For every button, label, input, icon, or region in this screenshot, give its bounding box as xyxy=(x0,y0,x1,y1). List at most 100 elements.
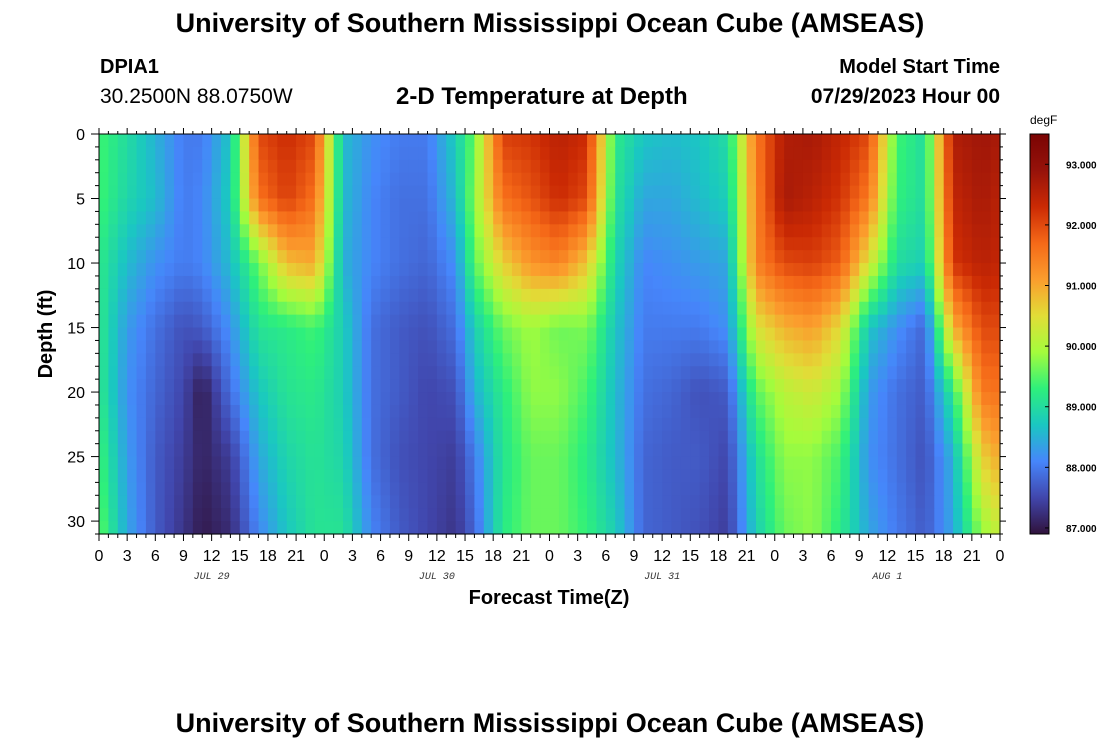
heatmap-cell xyxy=(831,495,842,509)
heatmap-cell xyxy=(183,469,194,483)
heatmap-cell xyxy=(784,508,795,522)
heatmap-cell xyxy=(136,379,147,393)
heatmap-cell xyxy=(108,159,119,174)
heatmap-cell xyxy=(821,495,832,509)
heatmap-cell xyxy=(249,263,260,277)
heatmap-cell xyxy=(108,366,119,380)
heatmap-cell xyxy=(831,456,842,471)
heatmap-cell xyxy=(887,314,898,329)
heatmap-cell xyxy=(174,392,185,406)
heatmap-cell xyxy=(352,430,363,445)
heatmap-cell xyxy=(436,275,447,290)
heatmap-cell xyxy=(718,263,729,277)
heatmap-cell xyxy=(746,146,757,161)
heatmap-cell xyxy=(286,392,297,406)
heatmap-cell xyxy=(558,495,569,509)
heatmap-cell xyxy=(624,198,635,213)
heatmap-cell xyxy=(277,314,288,329)
heatmap-cell xyxy=(427,327,438,342)
heatmap-cell xyxy=(990,159,1001,174)
day-label: JUL 29 xyxy=(194,572,230,583)
heatmap-cell xyxy=(502,443,513,458)
heatmap-cell xyxy=(605,469,616,483)
heatmap-cell xyxy=(737,469,748,483)
heatmap-cell xyxy=(183,482,194,496)
heatmap-cell xyxy=(690,495,701,509)
heatmap-cell xyxy=(183,275,194,290)
heatmap-cell xyxy=(127,250,138,264)
heatmap-cell xyxy=(709,172,720,187)
heatmap-cell xyxy=(258,288,269,303)
heatmap-cell xyxy=(680,237,691,251)
heatmap-cell xyxy=(587,159,598,174)
heatmap-cell xyxy=(183,456,194,471)
heatmap-cell xyxy=(953,456,964,471)
heatmap-cell xyxy=(737,211,748,225)
heatmap-cell xyxy=(953,469,964,483)
heatmap-cell xyxy=(314,134,325,148)
heatmap-cell xyxy=(840,495,851,509)
heatmap-cell xyxy=(408,392,419,406)
heatmap-cell xyxy=(127,172,138,187)
heatmap-cell xyxy=(596,521,607,535)
heatmap-cell xyxy=(296,495,307,509)
heatmap-cell xyxy=(493,224,504,238)
heatmap-cell xyxy=(868,159,879,174)
heatmap-cell xyxy=(277,237,288,251)
heatmap-cell xyxy=(765,495,776,509)
heatmap-cell xyxy=(371,185,382,200)
heatmap-cell xyxy=(755,430,766,445)
heatmap-cell xyxy=(483,314,494,329)
heatmap-cell xyxy=(380,198,391,213)
heatmap-cell xyxy=(333,521,344,535)
heatmap-cell xyxy=(680,288,691,303)
heatmap-cell xyxy=(755,237,766,251)
heatmap-cell xyxy=(343,250,354,264)
heatmap-cell xyxy=(831,404,842,419)
heatmap-cell xyxy=(859,288,870,303)
heatmap-cell xyxy=(211,275,222,290)
heatmap-cell xyxy=(249,211,260,225)
heatmap-cell xyxy=(296,172,307,187)
heatmap-cell xyxy=(202,379,213,393)
heatmap-cell xyxy=(427,172,438,187)
heatmap-cell xyxy=(587,275,598,290)
heatmap-cell xyxy=(915,366,926,380)
heatmap-cell xyxy=(371,211,382,225)
heatmap-cell xyxy=(896,314,907,329)
heatmap-cell xyxy=(249,482,260,496)
heatmap-cell xyxy=(286,301,297,316)
heatmap-cell xyxy=(174,482,185,496)
heatmap-cell xyxy=(277,301,288,316)
heatmap-cell xyxy=(502,159,513,174)
heatmap-cell xyxy=(305,366,316,380)
heatmap-cell xyxy=(239,263,250,277)
heatmap-cell xyxy=(230,211,241,225)
heatmap-cell xyxy=(493,443,504,458)
heatmap-cell xyxy=(680,404,691,419)
heatmap-cell xyxy=(493,327,504,342)
heatmap-cell xyxy=(802,456,813,471)
heatmap-cell xyxy=(540,456,551,471)
heatmap-cell xyxy=(793,263,804,277)
heatmap-cell xyxy=(455,417,466,432)
heatmap-cell xyxy=(568,185,579,200)
heatmap-cell xyxy=(568,417,579,432)
heatmap-cell xyxy=(971,250,982,264)
heatmap-cell xyxy=(802,392,813,406)
heatmap-cell xyxy=(821,301,832,316)
heatmap-cell xyxy=(305,430,316,445)
heatmap-cell xyxy=(662,392,673,406)
heatmap-cell xyxy=(267,482,278,496)
heatmap-cell xyxy=(446,508,457,522)
heatmap-cell xyxy=(915,134,926,148)
heatmap-cell xyxy=(793,237,804,251)
heatmap-cell xyxy=(343,159,354,174)
heatmap-cell xyxy=(896,482,907,496)
heatmap-cell xyxy=(915,430,926,445)
heatmap-cell xyxy=(389,430,400,445)
heatmap-cell xyxy=(652,159,663,174)
heatmap-cell xyxy=(774,134,785,148)
heatmap-cell xyxy=(737,146,748,161)
heatmap-cell xyxy=(455,134,466,148)
